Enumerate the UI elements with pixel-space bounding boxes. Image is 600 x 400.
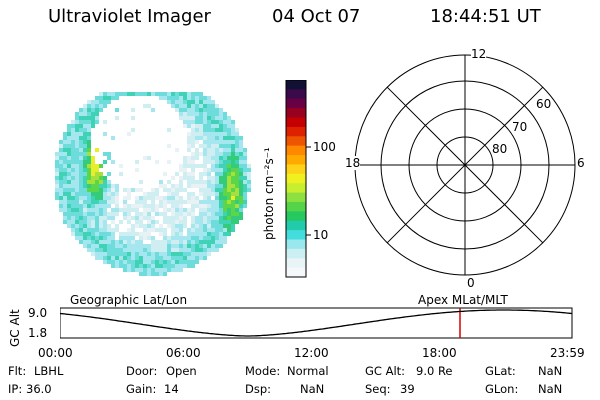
instrument-title: Ultraviolet Imager	[48, 6, 211, 27]
colorbar-tick-100-label: 100	[313, 140, 336, 154]
timeline-ytick-low: 1.8	[28, 326, 48, 340]
colorbar-frame	[285, 80, 307, 278]
timeline-xtick-4: 23:59	[550, 346, 585, 360]
mlt-label-6: 6	[577, 156, 585, 170]
colorbar-step	[286, 192, 306, 203]
info-mode-value: Normal	[287, 364, 329, 378]
colorbar	[285, 80, 311, 278]
colorbar-step	[286, 98, 306, 109]
colorbar-step	[286, 89, 306, 100]
colorbar-step	[286, 258, 306, 269]
polar-mlt-plot	[354, 54, 576, 276]
colorbar-step	[286, 173, 306, 184]
info-glon-label: GLon:	[485, 382, 519, 396]
colorbar-step	[286, 145, 306, 156]
mlt-label-0: 0	[467, 276, 475, 290]
timeline-yaxis-label: GC Alt	[8, 309, 22, 347]
info-gcalt-value: 9.0 Re	[416, 364, 453, 378]
uv-image	[55, 92, 251, 276]
colorbar-step	[286, 239, 306, 250]
time-label: 18:44:51 UT	[430, 6, 541, 27]
timeline-frame	[60, 307, 573, 339]
info-gain-value: 14	[164, 382, 179, 396]
colorbar-step	[286, 220, 306, 231]
info-glat-value: NaN	[538, 364, 563, 378]
info-flt-label: Flt:	[8, 364, 27, 378]
lat-label-70: 70	[512, 120, 528, 134]
colorbar-step	[286, 117, 306, 128]
timeline-altitude-curve	[60, 309, 573, 337]
colorbar-step	[286, 230, 306, 241]
colorbar-step	[286, 201, 306, 212]
timeline-right-label: Apex MLat/MLT	[418, 293, 508, 307]
info-flt-value: LBHL	[34, 364, 64, 378]
lat-label-60: 60	[536, 97, 552, 111]
colorbar-units-label: photon cm⁻²s⁻¹	[262, 147, 276, 240]
timeline-ytick-high: 9.0	[28, 306, 48, 320]
mlt-label-18: 18	[345, 156, 361, 170]
colorbar-step	[286, 136, 306, 147]
colorbar-step	[286, 155, 306, 166]
colorbar-step	[286, 108, 306, 119]
info-dsp-label: Dsp:	[245, 382, 272, 396]
info-door-value: Open	[166, 364, 197, 378]
info-ip-label: IP:	[8, 382, 23, 396]
colorbar-step	[286, 164, 306, 175]
info-seq-value: 39	[400, 382, 415, 396]
timeline-left-label: Geographic Lat/Lon	[70, 293, 188, 307]
uv-emission-pixels	[55, 92, 251, 276]
timeline-xtick-3: 18:00	[422, 346, 457, 360]
info-gain-label: Gain:	[126, 382, 157, 396]
info-ip-value: 36.0	[26, 382, 52, 396]
date-label: 04 Oct 07	[272, 6, 361, 27]
info-glon-value: NaN	[538, 382, 563, 396]
info-dsp-value: NaN	[300, 382, 325, 396]
info-glat-label: GLat:	[485, 364, 516, 378]
colorbar-step	[286, 211, 306, 222]
colorbar-step	[286, 183, 306, 194]
colorbar-tick-10-label: 10	[313, 228, 329, 242]
colorbar-steps	[286, 80, 306, 278]
info-gcalt-label: GC Alt:	[365, 364, 406, 378]
info-door-label: Door:	[126, 364, 158, 378]
mlt-label-12: 12	[471, 47, 487, 61]
timeline-plot	[60, 307, 573, 339]
colorbar-step	[286, 248, 306, 259]
timeline-xtick-2: 12:00	[294, 346, 329, 360]
info-seq-label: Seq:	[365, 382, 391, 396]
polar-diagonal-2	[386, 86, 544, 244]
colorbar-step	[286, 80, 306, 90]
colorbar-step	[286, 126, 306, 137]
colorbar-step	[286, 267, 306, 278]
lat-label-80: 80	[492, 142, 508, 156]
info-mode-label: Mode:	[245, 364, 281, 378]
timeline-xtick-1: 06:00	[166, 346, 201, 360]
timeline-xtick-0: 00:00	[38, 346, 73, 360]
